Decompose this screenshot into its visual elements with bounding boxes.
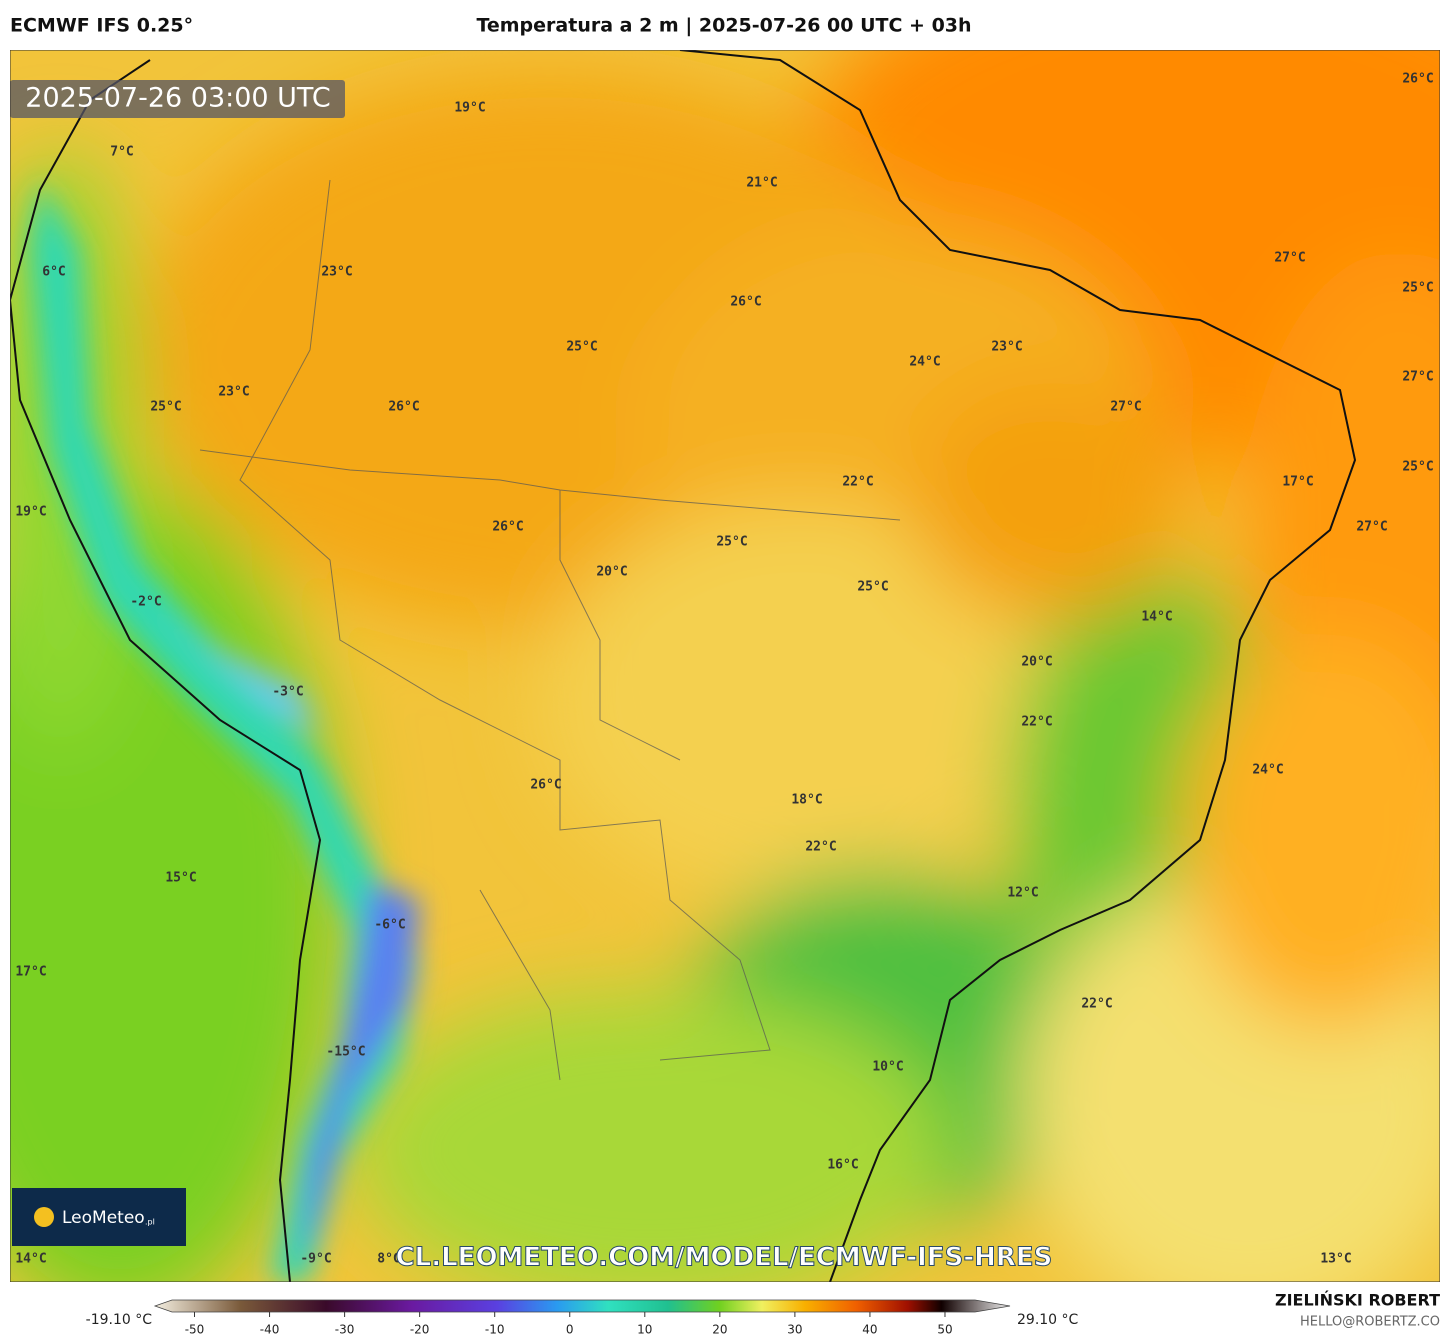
temperature-label: 26°C bbox=[388, 400, 419, 415]
temperature-label: 22°C bbox=[842, 475, 873, 490]
temperature-labels: 19°C 7°C 21°C 6°C 23°C 27°C 26°C 26°C 25°C 25°C 24… bbox=[15, 72, 1433, 1267]
temperature-label: 25°C bbox=[716, 535, 747, 550]
colorbar-tick-label: 10 bbox=[637, 1323, 652, 1337]
temperature-label: 27°C bbox=[1356, 520, 1387, 535]
temperature-label: 16°C bbox=[827, 1158, 858, 1173]
colorbar-tick-label: -50 bbox=[185, 1323, 205, 1337]
temperature-label: 18°C bbox=[791, 793, 822, 808]
colorbar-tick-label: -10 bbox=[485, 1323, 505, 1337]
colorbar: -50 -40 -30 -20 -10 0 10 20 30 40 50 bbox=[153, 1299, 1011, 1337]
temperature-label: 26°C bbox=[1402, 72, 1433, 87]
colorbar-tick-label: 20 bbox=[712, 1323, 727, 1337]
colorbar-tick-label: -30 bbox=[335, 1323, 355, 1337]
temperature-label: 27°C bbox=[1274, 251, 1305, 266]
temperature-label: 10°C bbox=[872, 1060, 903, 1075]
model-name: ECMWF IFS 0.25° bbox=[10, 15, 193, 37]
borders bbox=[199, 179, 901, 1081]
temperature-label: 17°C bbox=[1282, 475, 1313, 490]
temperature-label: 23°C bbox=[218, 385, 249, 400]
temperature-label: 23°C bbox=[991, 340, 1022, 355]
colorbar-tick-label: -20 bbox=[410, 1323, 430, 1337]
temperature-label: 23°C bbox=[321, 265, 352, 280]
temperature-label: 12°C bbox=[1007, 886, 1038, 901]
temperature-label: -6°C bbox=[374, 918, 405, 933]
temperature-label: 24°C bbox=[1252, 763, 1283, 778]
temperature-label: 15°C bbox=[165, 871, 196, 886]
logo-sun bbox=[34, 1207, 54, 1227]
temperature-label: 19°C bbox=[15, 505, 46, 520]
andes-cold-band bbox=[30, 180, 420, 1282]
colorbar-tick-label: 50 bbox=[937, 1323, 952, 1337]
temperature-label: 27°C bbox=[1110, 400, 1141, 415]
temperature-label: 22°C bbox=[1081, 997, 1112, 1012]
temperature-label: 21°C bbox=[746, 176, 777, 191]
temperature-label: 22°C bbox=[1021, 715, 1052, 730]
temperature-label: 22°C bbox=[805, 840, 836, 855]
colorbar-max: 29.10 °C bbox=[1017, 1312, 1079, 1328]
temperature-label: 7°C bbox=[110, 145, 133, 160]
temperature-label: 25°C bbox=[857, 580, 888, 595]
author: ZIELIŃSKI ROBERT bbox=[1275, 1291, 1440, 1310]
temperature-label: 13°C bbox=[1320, 1252, 1351, 1267]
temperature-label: 20°C bbox=[596, 565, 627, 580]
timestamp: 2025-07-26 03:00 UTC bbox=[25, 83, 330, 114]
temperature-label: 19°C bbox=[454, 101, 485, 116]
colorbar-tick-label: 0 bbox=[566, 1323, 574, 1337]
timestamp-box bbox=[10, 80, 345, 118]
colorbar-tick-label: 40 bbox=[862, 1323, 877, 1337]
temperature-label: -9°C bbox=[300, 1252, 331, 1267]
temperature-label: 26°C bbox=[730, 295, 761, 310]
temperature-label: 25°C bbox=[1402, 460, 1433, 475]
temperature-label: 20°C bbox=[1021, 655, 1052, 670]
temperature-label: -15°C bbox=[326, 1045, 365, 1060]
temperature-label: -3°C bbox=[272, 685, 303, 700]
temperature-label: 26°C bbox=[530, 778, 561, 793]
map-title: Temperatura a 2 m | 2025-07-26 00 UTC + … bbox=[476, 15, 971, 37]
temperature-label: 24°C bbox=[909, 355, 940, 370]
temperature-label: 27°C bbox=[1402, 370, 1433, 385]
colorbar-min: -19.10 °C bbox=[86, 1312, 153, 1328]
watermark: CL.LEOMETEO.COM/MODEL/ECMWF-IFS-HRES bbox=[396, 1243, 1053, 1273]
logo-name: LeoMeteo bbox=[62, 1208, 145, 1228]
temperature-label: 14°C bbox=[15, 1252, 46, 1267]
temperature-label: 6°C bbox=[42, 265, 65, 280]
temperature-label: 25°C bbox=[1402, 281, 1433, 296]
temperature-label: 17°C bbox=[15, 965, 46, 980]
colorbar-tick-label: 30 bbox=[787, 1323, 802, 1337]
temperature-label: 25°C bbox=[150, 400, 181, 415]
colorbar-ramp bbox=[153, 1299, 1011, 1313]
temperature-label: -2°C bbox=[130, 595, 161, 610]
logo-suffix: .pl bbox=[145, 1218, 155, 1227]
temperature-label: 26°C bbox=[492, 520, 523, 535]
contact: HELLO@ROBERTZ.CO bbox=[1300, 1315, 1440, 1330]
temperature-label: 25°C bbox=[566, 340, 597, 355]
colorbar-tick-label: -40 bbox=[260, 1323, 280, 1337]
temperature-label: 8°C bbox=[377, 1252, 400, 1267]
temperature-label: 14°C bbox=[1141, 610, 1172, 625]
